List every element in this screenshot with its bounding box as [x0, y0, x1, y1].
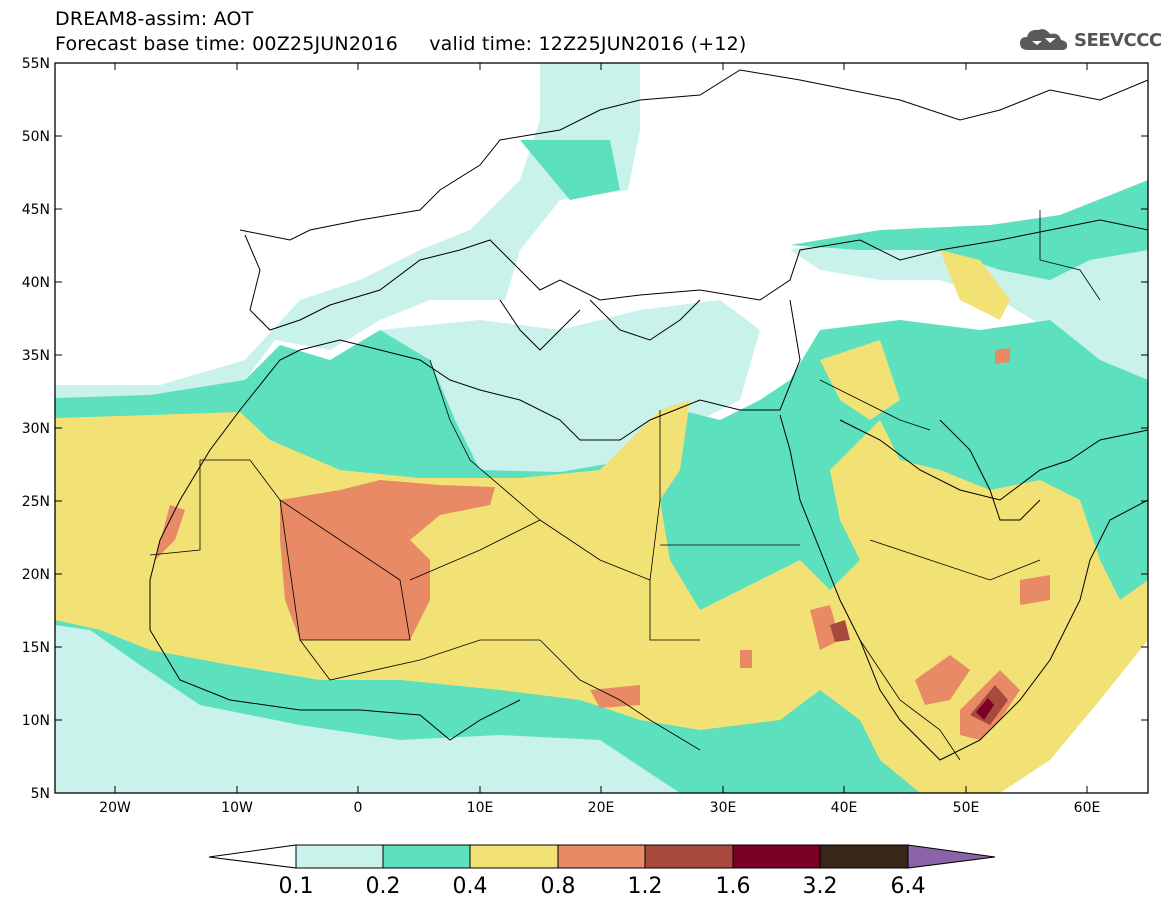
lat-label: 15N: [22, 640, 50, 656]
brand-name: SEEVCCC: [1074, 29, 1162, 51]
country-borders: [149, 210, 1101, 761]
lon-label: 40E: [831, 800, 858, 816]
legend-swatch: [732, 844, 821, 869]
lon-label: 20E: [588, 800, 615, 816]
aot-band-0.8: [155, 348, 1050, 740]
lat-label: 45N: [22, 202, 50, 218]
valid-time: valid time: 12Z25JUN2016 (+12): [429, 33, 747, 55]
map-title: DREAM8-assim: AOT: [55, 8, 254, 30]
lon-label: 50E: [953, 800, 980, 816]
legend-label: 3.2: [803, 874, 838, 899]
tick-marks: [55, 62, 1148, 793]
lat-label: 25N: [22, 494, 50, 510]
base-time: Forecast base time: 00Z25JUN2016: [55, 33, 398, 55]
legend-label: 6.4: [891, 874, 926, 899]
legend-swatch-under: [208, 844, 297, 869]
legend-swatch-over: [907, 844, 996, 869]
lon-label: 30E: [710, 800, 737, 816]
time-info: Forecast base time: 00Z25JUN2016 valid t…: [55, 33, 747, 55]
lat-label: 35N: [22, 348, 50, 364]
legend-swatch: [382, 844, 471, 869]
lon-label: 20W: [99, 800, 131, 816]
legend-swatch: [819, 844, 909, 869]
lon-label: 60E: [1074, 800, 1101, 816]
legend-swatch: [295, 844, 384, 869]
legend-swatch: [644, 844, 734, 869]
legend-label: 0.2: [366, 874, 401, 899]
legend-colorbar: [208, 844, 996, 869]
lat-label: 55N: [22, 56, 50, 72]
lat-label: 10N: [22, 713, 50, 729]
brand-logo: SEEVCCC: [1018, 26, 1162, 54]
map-field: [55, 63, 1148, 793]
legend-labels: 0.1 0.2 0.4 0.8 1.2 1.6 3.2 6.4: [279, 874, 926, 899]
legend-label: 1.2: [628, 874, 663, 899]
legend-swatch: [469, 844, 559, 869]
lat-label: 40N: [22, 275, 50, 291]
lat-label: 20N: [22, 567, 50, 583]
legend-label: 1.6: [716, 874, 751, 899]
legend-swatch: [557, 844, 646, 869]
legend-label: 0.8: [541, 874, 576, 899]
lat-label: 50N: [22, 129, 50, 145]
lat-label: 30N: [22, 421, 50, 437]
lon-label: 10W: [221, 800, 253, 816]
cloud-logo-icon: [1020, 29, 1068, 50]
lon-label: 0: [354, 800, 363, 816]
legend-label: 0.1: [279, 874, 314, 899]
lat-labels: 55N 50N 45N 40N 35N 30N 25N 20N 15N 10N …: [22, 56, 50, 802]
lat-label: 5N: [31, 786, 50, 802]
coastlines: [149, 69, 1148, 761]
aot-band-1.6: [976, 698, 994, 720]
lon-labels: 20W 10W 0 10E 20E 30E 40E 50E 60E: [99, 800, 1100, 816]
lon-label: 10E: [467, 800, 494, 816]
legend-label: 0.4: [453, 874, 488, 899]
